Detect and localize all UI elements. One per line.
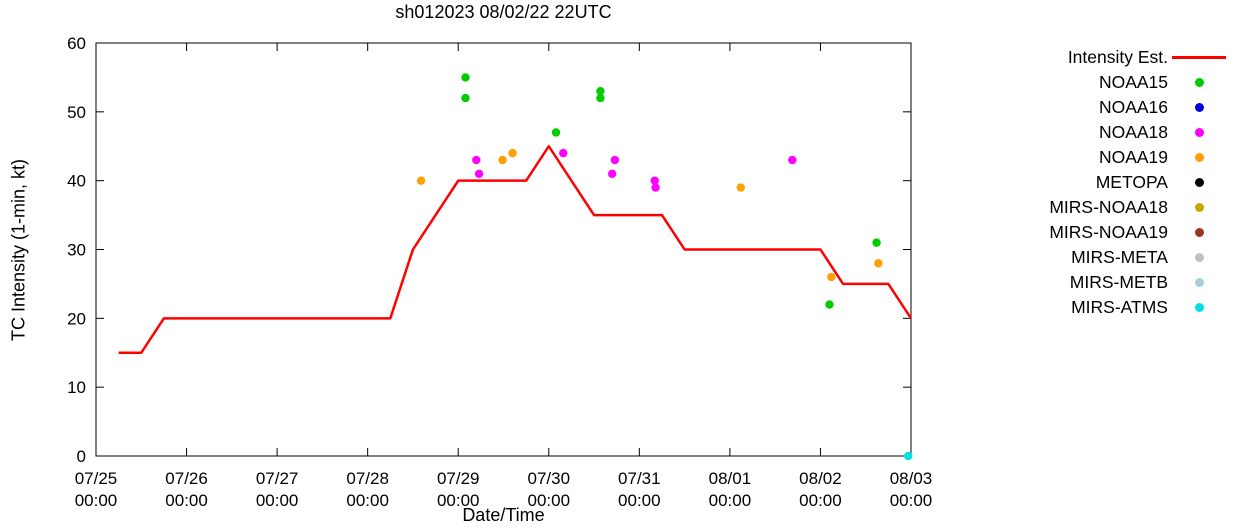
legend-dot-swatch [1194,203,1204,212]
legend-dot-swatch [1194,153,1204,162]
x-tick-time: 00:00 [799,491,842,510]
legend-label: MIRS-META [1071,247,1168,267]
y-tick-label: 50 [67,103,86,122]
legend-sample [1168,70,1230,95]
legend-line-swatch [1172,56,1226,59]
x-tick-date: 07/25 [75,469,118,488]
legend-row: NOAA18 [990,120,1230,145]
noaa18-point [610,155,620,165]
legend-dot-swatch [1194,278,1204,287]
legend-label: MIRS-NOAA19 [1049,222,1168,242]
x-tick-time: 00:00 [346,491,389,510]
noaa19-point [874,259,883,268]
legend-sample [1168,170,1230,195]
y-tick-label: 40 [67,172,86,191]
noaa19-point [827,272,836,282]
x-tick-time: 00:00 [437,491,480,510]
noaa19-point [498,155,507,165]
legend-sample [1168,270,1230,295]
chart-title: sh012023 08/02/22 22UTC [395,2,612,22]
legend-dot-swatch [1194,303,1204,312]
noaa15-point [551,128,561,137]
legend-sample [1168,195,1230,220]
legend-row: MIRS-NOAA19 [990,220,1230,245]
x-tick-date: 07/28 [346,469,389,488]
x-tick-date: 07/30 [528,469,571,488]
mirs-atms-point [904,451,913,461]
noaa19-point [416,176,426,185]
x-tick-date: 08/01 [709,469,752,488]
intensity-est-line [118,145,913,354]
y-tick-label: 20 [67,309,86,328]
y-tick-label: 0 [77,447,86,466]
x-tick-date: 07/26 [165,469,208,488]
x-tick-time: 00:00 [75,491,118,510]
noaa15-point [596,86,605,96]
noaa18-point [559,148,568,158]
legend-sample [1168,220,1230,245]
noaa15-point [461,93,470,103]
legend-sample [1168,145,1230,170]
legend-row: NOAA15 [990,70,1230,95]
legend-sample [1168,245,1230,270]
x-tick-time: 00:00 [709,491,752,510]
legend-dot-swatch [1194,78,1204,87]
legend-sample [1168,295,1230,320]
x-tick-time: 00:00 [890,491,933,510]
legend-row: NOAA16 [990,95,1230,120]
legend-sample [1168,95,1230,120]
legend-sample [1168,45,1230,70]
x-tick-time: 00:00 [618,491,661,510]
noaa18-point [651,183,660,192]
x-tick-time: 00:00 [528,491,571,510]
noaa19-point [508,148,517,158]
noaa18-point [650,176,659,185]
x-tick-time: 00:00 [256,491,299,510]
x-tick-date: 07/27 [256,469,299,488]
legend-row: MIRS-NOAA18 [990,195,1230,220]
legend-row: Intensity Est. [990,45,1230,70]
noaa18-point [474,169,484,178]
legend-sample [1168,120,1230,145]
legend-label: MIRS-NOAA18 [1049,197,1168,217]
y-tick-label: 30 [67,241,86,260]
legend-label: MIRS-METB [1069,272,1168,292]
noaa15-point [872,238,881,247]
legend-row: MIRS-ATMS [990,295,1230,320]
noaa19-point [736,183,745,192]
legend-dot-swatch [1194,103,1204,112]
legend-dot-swatch [1194,253,1204,262]
legend-label: METOPA [1095,172,1168,192]
legend-dot-swatch [1194,228,1204,237]
legend-dot-swatch [1194,128,1204,137]
x-tick-date: 08/03 [890,469,933,488]
noaa18-point [472,155,481,165]
legend-label: NOAA18 [1098,122,1168,142]
noaa15-point [461,73,470,82]
x-tick-time: 00:00 [165,491,208,510]
legend-label: Intensity Est. [1067,47,1168,67]
legend-label: NOAA16 [1098,97,1168,117]
legend-label: MIRS-ATMS [1071,297,1168,317]
noaa18-point [607,169,617,178]
y-tick-label: 60 [67,34,86,53]
noaa18-point [788,155,797,165]
legend-row: METOPA [990,170,1230,195]
x-tick-date: 07/29 [437,469,480,488]
legend-row: MIRS-METB [990,270,1230,295]
x-tick-date: 07/31 [618,469,661,488]
legend-dot-swatch [1194,178,1204,187]
legend-label: NOAA15 [1098,72,1168,92]
legend: Intensity Est. NOAA15 NOAA16 NOAA18 NOAA19 ME… [990,45,1230,320]
legend-label: NOAA19 [1098,147,1168,167]
y-tick-label: 10 [67,378,86,397]
x-tick-date: 08/02 [799,469,842,488]
legend-row: NOAA19 [990,145,1230,170]
noaa15-point [825,300,834,309]
x-axis-label: Date/Time [462,505,545,525]
noaa15-point [596,93,605,103]
legend-row: MIRS-META [990,245,1230,270]
